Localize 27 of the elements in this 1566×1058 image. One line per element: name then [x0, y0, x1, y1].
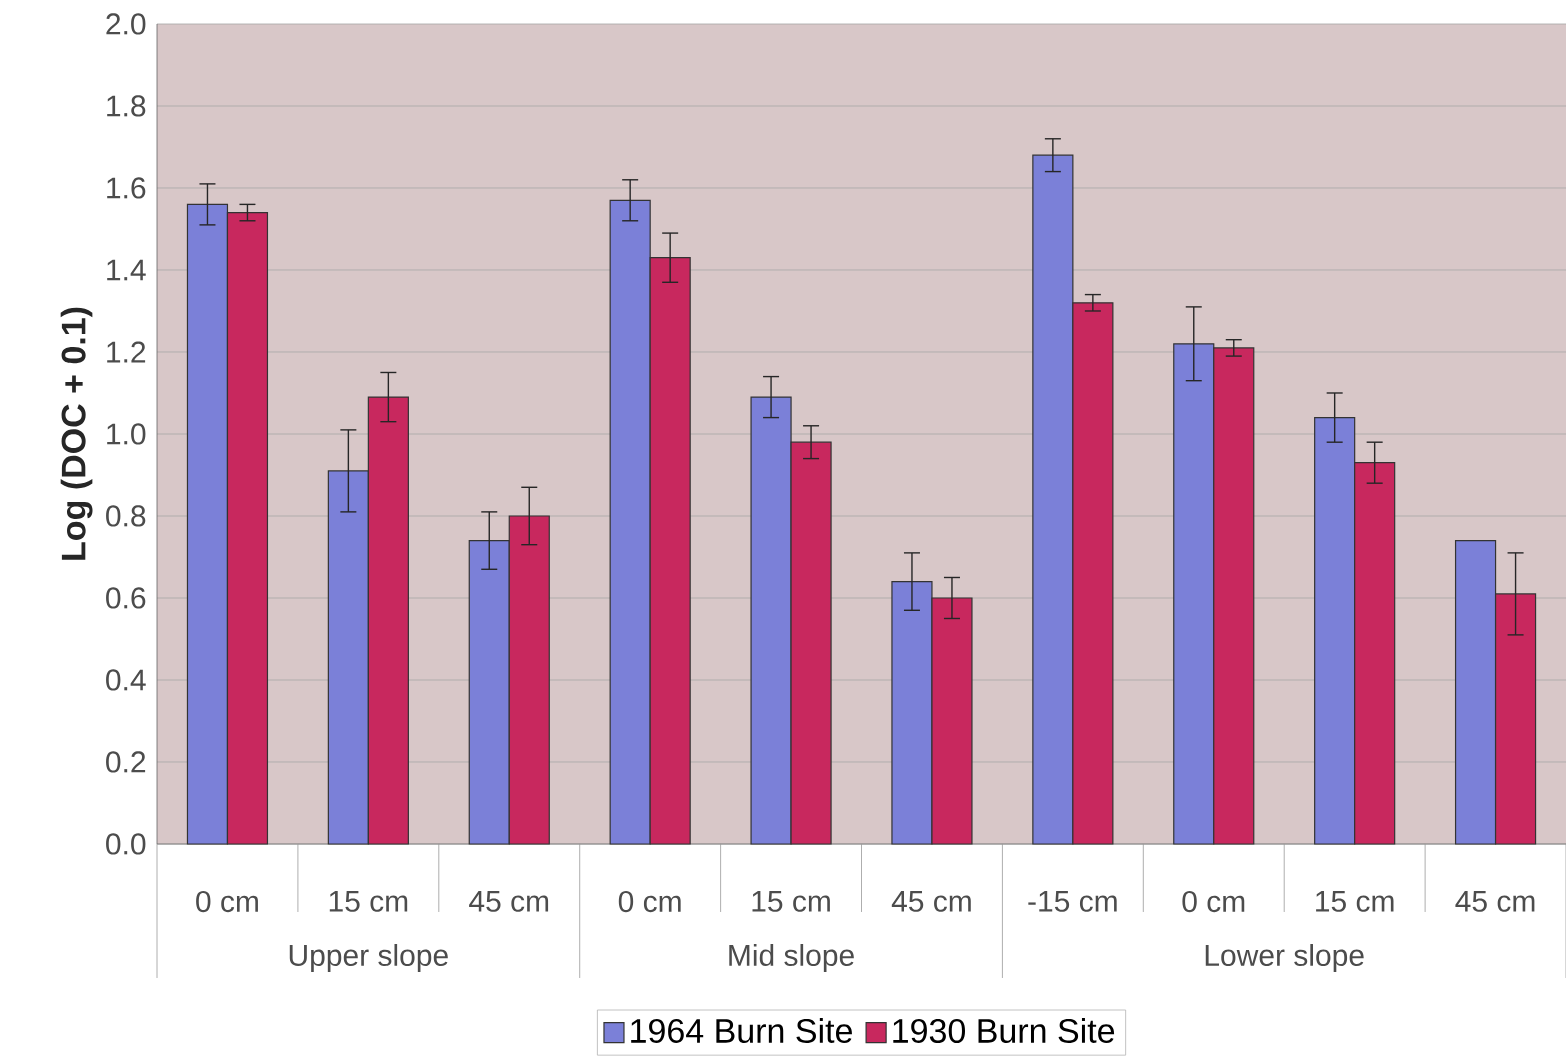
y-tick-label: 0.0 — [106, 833, 146, 855]
text: Lower slope — [1205, 944, 1364, 972]
y-tick-label: 1.8 — [107, 95, 146, 117]
y-tick-label: 0.4 — [106, 669, 146, 691]
x-tick-label: 45 cm — [469, 890, 549, 912]
x-tick-label: 15 cm — [329, 890, 408, 912]
y-tick-label: 1.2 — [107, 341, 146, 363]
x-tick-label: 15 cm — [752, 890, 830, 912]
y-tick-label: 1.6 — [107, 177, 146, 199]
text: Mid slope — [729, 944, 854, 972]
text: Upper slope — [289, 944, 448, 972]
legend-label: 1930 Burn Site — [893, 1018, 1115, 1043]
legend-label: 1964 Burn Site — [631, 1018, 852, 1043]
x-tick-label: -15 cm — [1028, 890, 1117, 912]
x-tick-label: 45 cm — [891, 890, 971, 912]
x-tick-label: 0 cm — [618, 890, 681, 913]
y-axis-title: Log (DOC + 0.1) — [60, 307, 93, 560]
x-tick-label: 0 cm — [1182, 890, 1245, 913]
y-tick-label: 1.0 — [107, 423, 146, 445]
y-tick-label: 0.8 — [106, 505, 146, 527]
x-tick-label: 15 cm — [1316, 890, 1394, 912]
y-tick-label: 0.2 — [106, 751, 146, 773]
x-tick-label: 45 cm — [1455, 890, 1535, 912]
x-tick-label: 0 cm — [196, 890, 258, 913]
y-tick-label: 1.4 — [107, 259, 146, 281]
y-tick-label: 0.6 — [106, 587, 146, 609]
y-tick-label: 2.0 — [106, 13, 146, 35]
